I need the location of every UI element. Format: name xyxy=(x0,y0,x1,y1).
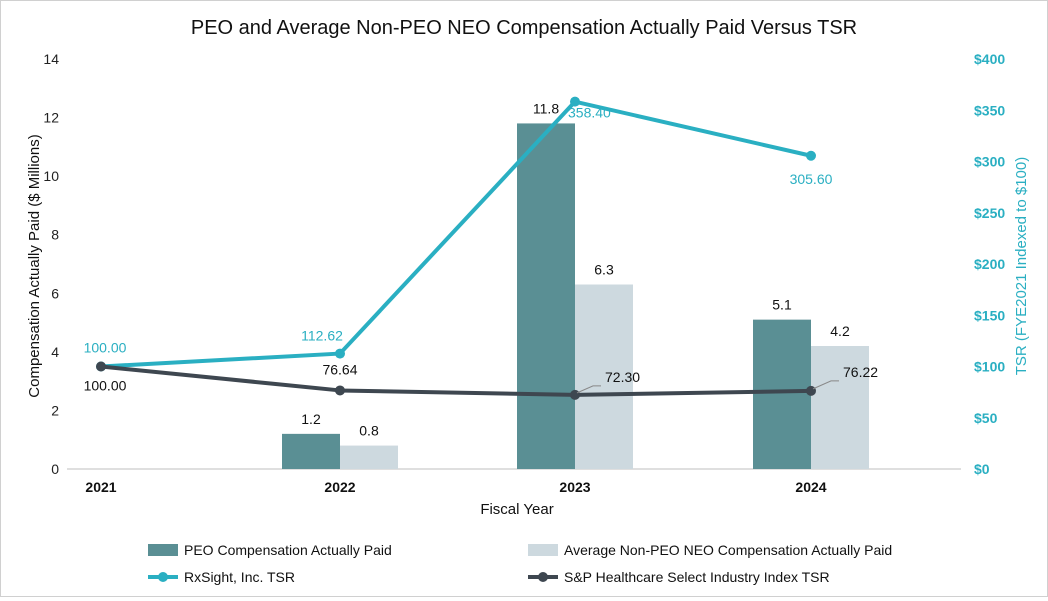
label-leader-line xyxy=(576,385,601,394)
y-tick-label: 6 xyxy=(51,285,59,301)
y2-tick-label: $300 xyxy=(974,154,1005,170)
series-point xyxy=(96,361,106,372)
y2-tick-label: $50 xyxy=(974,410,998,426)
x-tick-label: 2024 xyxy=(795,479,826,495)
y2-tick-label: $150 xyxy=(974,307,1005,323)
bar-peo-2024 xyxy=(753,319,811,469)
legend-item-4: S&P Healthcare Select Industry Index TSR xyxy=(528,569,830,585)
bar-peo-2023 xyxy=(517,123,575,469)
bar-non-peo-2022 xyxy=(340,445,398,469)
x-tick-label: 2021 xyxy=(85,479,116,495)
legend-item-1: PEO Compensation Actually Paid xyxy=(148,542,392,558)
legend-item-2: Average Non-PEO NEO Compensation Actuall… xyxy=(528,542,892,558)
series-point xyxy=(806,385,816,396)
bar-non-peo-2023 xyxy=(575,284,633,469)
bar-peo-2022 xyxy=(282,433,340,469)
y2-tick-label: $250 xyxy=(974,205,1005,221)
y-tick-label: 14 xyxy=(43,51,59,67)
series-point xyxy=(335,385,345,396)
bar-data-label: 5.1 xyxy=(772,297,792,313)
y-tick-label: 0 xyxy=(51,461,59,477)
y-tick-label: 2 xyxy=(51,402,59,418)
legend-swatch xyxy=(148,544,178,556)
x-axis-title: Fiscal Year xyxy=(480,501,553,518)
legend-swatch xyxy=(528,544,558,556)
y-tick-label: 12 xyxy=(43,110,59,126)
line-data-label-rxsight: 112.62 xyxy=(301,328,343,344)
legend-label: PEO Compensation Actually Paid xyxy=(184,542,392,558)
legend-item-3: RxSight, Inc. TSR xyxy=(148,569,295,585)
bar-non-peo-2024 xyxy=(811,346,869,469)
bar-data-label: 1.2 xyxy=(301,411,321,427)
bar-data-label: 11.8 xyxy=(533,100,559,116)
bar-data-label: 6.3 xyxy=(594,262,614,278)
bar-data-label: 0.8 xyxy=(359,423,379,439)
y2-axis-title: TSR (FYE2021 Indexed to $100) xyxy=(1013,157,1030,375)
y-tick-label: 4 xyxy=(51,344,59,360)
series-line-sp-index xyxy=(100,364,812,397)
legend-swatch-marker xyxy=(538,572,548,582)
series-point xyxy=(570,96,580,107)
line-data-label-rxsight: 100.00 xyxy=(84,340,127,356)
series-line-rxsight xyxy=(100,99,812,369)
series-point xyxy=(335,348,345,359)
line-data-label-sp-index: 100.00 xyxy=(84,378,127,394)
bar-data-label: 4.2 xyxy=(830,323,850,339)
line-data-label-sp-index: 76.64 xyxy=(322,361,357,377)
y2-tick-label: $200 xyxy=(974,256,1005,272)
legend-label: RxSight, Inc. TSR xyxy=(184,569,295,585)
y-tick-label: 10 xyxy=(43,168,59,184)
x-tick-label: 2023 xyxy=(559,479,590,495)
line-data-label-sp-index: 76.22 xyxy=(843,364,878,380)
y2-tick-label: $100 xyxy=(974,359,1005,375)
chart-title: PEO and Average Non-PEO NEO Compensation… xyxy=(191,17,857,39)
y-axis-title: Compensation Actually Paid ($ Millions) xyxy=(26,134,43,397)
x-tick-label: 2022 xyxy=(324,479,355,495)
line-data-label-sp-index: 72.30 xyxy=(605,369,640,385)
series-point xyxy=(806,150,816,161)
legend-label: Average Non-PEO NEO Compensation Actuall… xyxy=(564,542,892,558)
legend-swatch-marker xyxy=(158,572,168,582)
legend-label: S&P Healthcare Select Industry Index TSR xyxy=(564,569,830,585)
series-point xyxy=(570,389,580,400)
y2-tick-label: $0 xyxy=(974,461,990,477)
line-data-label-rxsight: 305.60 xyxy=(790,171,833,187)
y2-tick-label: $350 xyxy=(974,102,1005,118)
label-leader-line xyxy=(812,380,839,390)
y-tick-label: 8 xyxy=(51,227,59,243)
y2-tick-label: $400 xyxy=(974,51,1005,67)
line-data-label-rxsight: 358.40 xyxy=(568,105,611,121)
